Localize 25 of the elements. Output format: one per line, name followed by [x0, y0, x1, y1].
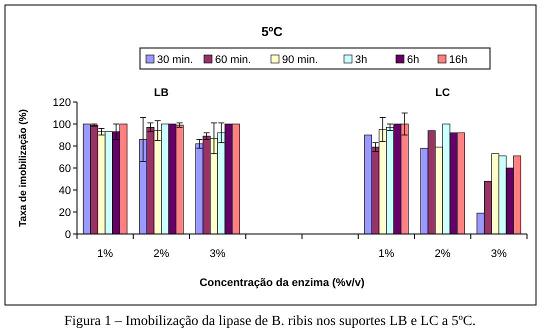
x-tick-label: 1% — [378, 248, 395, 260]
x-tick-label: 3% — [490, 248, 508, 260]
legend-label: 6h — [407, 54, 420, 66]
x-tick-label: 3% — [210, 248, 226, 260]
legend-label: 60 min. — [215, 54, 252, 66]
x-tick-label: 1% — [97, 248, 114, 260]
y-tick-label: 100 — [52, 119, 71, 131]
x-tick-label: 2% — [153, 248, 170, 260]
x-axis-title: Concentração da enzima (%v/v) — [199, 277, 365, 289]
text: LC — [435, 87, 450, 99]
legend-label: 90 min. — [282, 54, 318, 66]
legend-label: 16h — [449, 54, 468, 66]
y-tick-label: 120 — [52, 97, 71, 109]
legend-label: 3h — [355, 54, 368, 66]
legend-label: 30 min. — [157, 54, 194, 66]
y-tick-label: 80 — [58, 141, 71, 153]
text: Figura 1 – Imobilização da lipase de B. ribis nos suportes LB e LC a 5ºC. — [64, 314, 476, 329]
chart-title: 5ºC — [261, 24, 284, 39]
y-axis-title: Taxa de imobilização (%) — [18, 109, 29, 227]
y-tick-label: 60 — [58, 163, 71, 175]
y-tick-label: 40 — [58, 185, 71, 197]
text: LB — [154, 87, 169, 99]
x-tick-label: 2% — [434, 248, 451, 260]
y-tick-label: 0 — [64, 229, 71, 241]
y-tick-label: 20 — [58, 207, 71, 219]
